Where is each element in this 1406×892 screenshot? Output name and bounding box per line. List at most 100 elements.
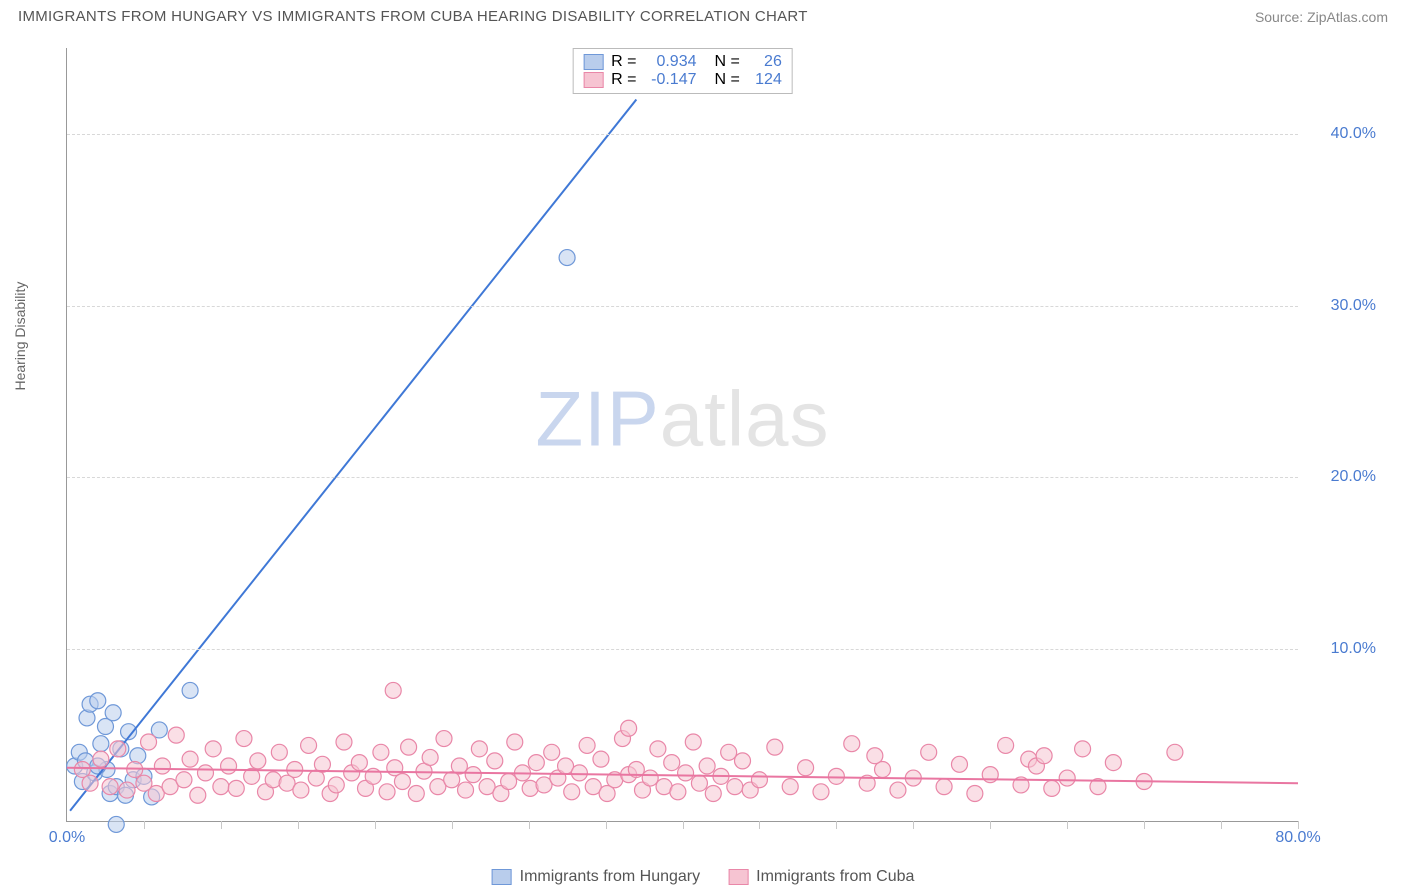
data-point [699,758,715,774]
data-point [385,682,401,698]
data-point [314,756,330,772]
data-point [93,751,109,767]
data-point [358,780,374,796]
data-point [1028,758,1044,774]
legend-item-hungary: Immigrants from Hungary [492,868,701,886]
data-point [394,773,410,789]
data-point [108,779,124,795]
data-point [74,773,90,789]
xtick [606,821,607,829]
data-point [507,734,523,750]
data-point [579,737,595,753]
data-point [351,755,367,771]
data-point [642,770,658,786]
xtick [1067,821,1068,829]
data-point [151,722,167,738]
data-point [1044,780,1060,796]
correlation-legend: R = 0.934 N = 26 R = -0.147 N = 124 [572,48,793,94]
data-point [621,720,637,736]
xtick [221,821,222,829]
data-point [593,751,609,767]
data-point [79,710,95,726]
data-point [82,696,98,712]
data-point [685,734,701,750]
data-point [401,739,417,755]
data-point [373,744,389,760]
data-point [571,765,587,781]
data-point [767,739,783,755]
xtick [913,821,914,829]
data-point [87,765,103,781]
data-point [564,784,580,800]
data-point [921,744,937,760]
data-point [678,765,694,781]
n-value-cuba: 124 [748,71,782,89]
data-point [182,751,198,767]
data-point [102,786,118,802]
ytick-label: 30.0% [1306,297,1376,315]
xtick [1144,821,1145,829]
data-point [875,761,891,777]
n-label: N = [715,71,740,89]
data-point [244,768,260,784]
swatch-hungary [583,54,603,70]
data-point [585,779,601,795]
data-point [287,761,303,777]
data-point [844,736,860,752]
r-value-hungary: 0.934 [645,53,697,71]
data-point [93,736,109,752]
data-point [102,779,118,795]
data-point [536,777,552,793]
xtick [529,821,530,829]
data-point [430,779,446,795]
data-point [344,765,360,781]
data-point [550,770,566,786]
legend-row-hungary: R = 0.934 N = 26 [583,53,782,71]
data-point [1013,777,1029,793]
data-point [1075,741,1091,757]
data-point [67,758,83,774]
plot-region: ZIPatlas R = 0.934 N = 26 R = -0.147 N =… [66,48,1298,822]
data-point [487,753,503,769]
xtick [990,821,991,829]
data-point [936,779,952,795]
data-point [136,768,152,784]
trend-line [67,768,1298,783]
data-point [798,760,814,776]
data-point [951,756,967,772]
data-point [121,724,137,740]
data-point [308,770,324,786]
data-point [416,763,432,779]
data-point [190,787,206,803]
data-point [501,773,517,789]
data-point [125,772,141,788]
ytick-label: 40.0% [1306,125,1376,143]
data-point [301,737,317,753]
data-point [228,780,244,796]
data-point [751,772,767,788]
xtick [144,821,145,829]
data-point [514,765,530,781]
r-label: R = [611,71,636,89]
data-point [113,741,129,757]
data-point [221,758,237,774]
r-label: R = [611,53,636,71]
swatch-cuba [583,72,603,88]
trend-line [70,100,636,811]
data-point [614,731,630,747]
xtick [298,821,299,829]
chart-title: IMMIGRANTS FROM HUNGARY VS IMMIGRANTS FR… [18,8,808,25]
data-point [458,782,474,798]
data-point [890,782,906,798]
data-point [444,772,460,788]
legend-row-cuba: R = -0.147 N = 124 [583,71,782,89]
data-point [998,737,1014,753]
data-point [90,693,106,709]
gridline-h [67,649,1298,650]
data-point [257,784,273,800]
data-point [656,779,672,795]
data-point [859,775,875,791]
data-point [691,775,707,791]
data-point [236,731,252,747]
data-point [471,741,487,757]
